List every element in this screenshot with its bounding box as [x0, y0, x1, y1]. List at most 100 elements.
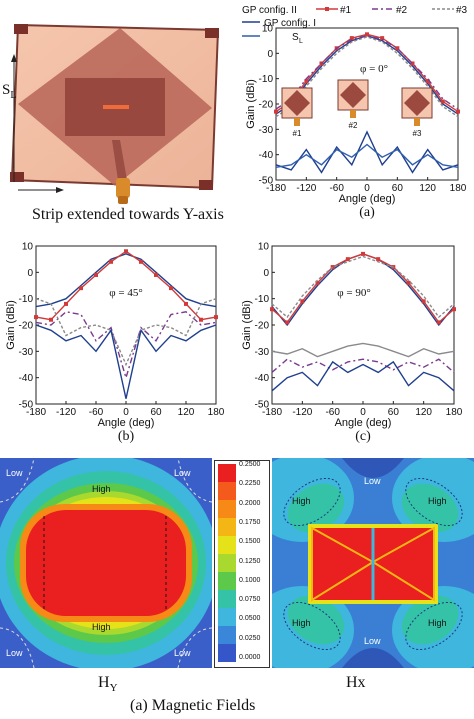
x-tick-label: 120 — [415, 407, 432, 418]
y-axis-label: Gain (dBi) — [5, 300, 17, 350]
inset-feed — [350, 110, 356, 118]
legend-entry: #3 — [456, 5, 468, 16]
hx-caption: Hx — [346, 674, 366, 691]
data-point — [304, 79, 309, 84]
y-tick-label: -10 — [19, 294, 34, 305]
data-point — [315, 280, 320, 285]
colorbar-band — [218, 536, 236, 554]
series-line — [35, 298, 217, 367]
y-tick-label: -40 — [259, 150, 274, 161]
data-point — [274, 109, 278, 114]
legend-entry: GP config. II — [242, 5, 297, 16]
x-tick-label: 180 — [450, 183, 467, 194]
inset-feed — [294, 118, 300, 126]
data-point — [124, 249, 128, 254]
series-line — [275, 143, 459, 168]
inset-label: #3 — [413, 129, 422, 138]
x-tick-label: -120 — [292, 407, 312, 418]
x-axis-label: Angle (deg) — [339, 193, 396, 205]
x-tick-label: -60 — [89, 407, 104, 418]
inset-patch — [284, 90, 310, 116]
y-tick-label: -20 — [259, 100, 274, 111]
hx-label-low-bottom: Low — [364, 636, 381, 646]
data-point — [345, 257, 350, 262]
data-point — [456, 109, 460, 114]
colorbar-band — [218, 464, 236, 482]
x-tick-label: -180 — [262, 407, 282, 418]
hx-label-high-bl: High — [292, 618, 311, 628]
y-tick-label: 10 — [258, 242, 270, 253]
colorbar: 0.2500 0.2250 0.2000 0.1750 0.1500 0.1250 0.10… — [214, 460, 270, 668]
y-tick-label: 10 — [22, 242, 34, 253]
chart-b: -180 -120 -60 0 60 120 180 10 0 -10 -20 -30 -40 -50 An… — [0, 236, 235, 452]
panel-sub-label: (c) — [355, 429, 371, 444]
colorbar-band — [218, 572, 236, 590]
phi-annotation: φ = 45° — [109, 287, 142, 299]
data-point — [365, 32, 369, 37]
plot-area — [35, 245, 217, 405]
chart-c: -180 -120 -60 0 60 120 180 10 0 -10 -20 -30 -40 -50 An… — [236, 236, 472, 452]
x-tick-label: -120 — [296, 183, 316, 194]
data-point — [79, 286, 83, 291]
data-point — [395, 46, 400, 51]
y-tick-label: -10 — [259, 74, 274, 85]
hy-label-low-bl: Low — [6, 648, 23, 658]
series-line — [275, 130, 459, 174]
data-point — [184, 301, 188, 306]
inset-label: #2 — [349, 121, 358, 130]
phi-annotation: φ = 0° — [360, 63, 388, 75]
series-line — [271, 360, 455, 392]
x-tick-label: -60 — [329, 183, 344, 194]
y-tick-label: -10 — [255, 294, 270, 305]
data-point — [361, 251, 365, 256]
legend-entry: GP config. I — [264, 18, 316, 29]
y-tick-label: 10 — [262, 24, 274, 35]
data-point — [285, 320, 290, 325]
hy-caption: HY — [98, 674, 118, 695]
data-point — [214, 315, 218, 320]
hx-label-high-br: High — [428, 618, 447, 628]
series-line — [35, 253, 217, 308]
legend-entry: #2 — [396, 5, 408, 16]
x-tick-label: 60 — [150, 407, 162, 418]
y-tick-label: -50 — [255, 400, 270, 411]
colorbar-band — [218, 518, 236, 536]
chart-a: -180 -120 -60 0 60 120 180 10 0 -10 -20 -30 -40 -50 An… — [234, 0, 472, 232]
legend-marker — [325, 7, 329, 11]
data-point — [410, 61, 415, 66]
colorbar-band — [218, 590, 236, 608]
series-line — [275, 34, 459, 110]
data-point — [64, 301, 68, 306]
x-tick-label: 180 — [446, 407, 463, 418]
colorbar-band — [218, 644, 236, 662]
data-point — [169, 286, 173, 291]
hy-label-low-br: Low — [174, 648, 191, 658]
data-point — [436, 320, 441, 325]
colorbar-band — [218, 482, 236, 500]
x-tick-label: 0 — [123, 407, 129, 418]
panel-sub-label: (b) — [118, 429, 135, 444]
data-point — [154, 272, 158, 277]
series-line — [271, 342, 455, 358]
hx-label-high-tl: High — [292, 496, 311, 506]
y-axis-label: Gain (dBi) — [241, 300, 253, 350]
colorbar-tick-label: 0.1000 — [239, 576, 261, 584]
x-tick-label: 60 — [388, 407, 400, 418]
y-tick-label: -40 — [255, 373, 270, 384]
data-point — [440, 99, 445, 104]
data-point — [349, 36, 354, 41]
hx-label-low-top: Low — [364, 476, 381, 486]
data-point — [34, 315, 38, 320]
legend-entry: #1 — [340, 5, 352, 16]
antenna-caption: Strip extended towards Y-axis — [32, 206, 224, 223]
colorbar-tick-label: 0.0750 — [239, 596, 261, 604]
inset-feed — [414, 118, 420, 126]
colorbar-tick-label: 0.2000 — [239, 499, 261, 507]
hy-label-low-tl: Low — [6, 468, 23, 478]
data-point — [199, 317, 203, 322]
phi-annotation: φ = 90° — [337, 287, 370, 299]
series-line — [35, 324, 217, 399]
colorbar-band — [218, 500, 236, 518]
x-axis-label: Angle (deg) — [335, 417, 392, 429]
y-tick-label: -50 — [19, 400, 34, 411]
